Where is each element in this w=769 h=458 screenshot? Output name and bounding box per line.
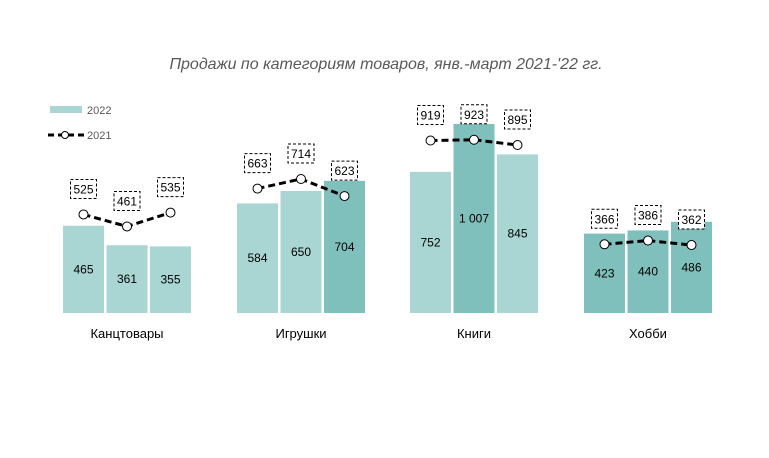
category-label: Хобби bbox=[629, 326, 667, 341]
category-label: Книги bbox=[457, 326, 491, 341]
point-label: 386 bbox=[638, 209, 658, 223]
bar-label: 845 bbox=[507, 227, 527, 241]
bar-2022 bbox=[410, 171, 451, 313]
point-label: 366 bbox=[594, 212, 614, 226]
point-label-box bbox=[591, 208, 618, 229]
point-2021 bbox=[512, 140, 523, 151]
chart-title: Продажи по категориям товаров, янв.-март… bbox=[169, 56, 602, 73]
bar-2022 bbox=[280, 191, 322, 313]
point-2021 bbox=[296, 173, 306, 184]
point-label: 362 bbox=[681, 213, 701, 227]
bar-label: 704 bbox=[334, 240, 354, 254]
point-2021 bbox=[339, 191, 350, 202]
point-2021 bbox=[425, 135, 436, 146]
point-label: 663 bbox=[247, 157, 267, 171]
point-label-box bbox=[287, 143, 315, 164]
bar-label: 486 bbox=[681, 260, 701, 274]
point-2021 bbox=[643, 235, 653, 246]
point-label-box bbox=[244, 153, 271, 174]
bar-2022 bbox=[453, 124, 495, 313]
bar-2022 bbox=[324, 180, 365, 313]
bar-label: 355 bbox=[160, 273, 180, 287]
bar-2022 bbox=[497, 154, 538, 313]
category-label: Канцтовары bbox=[90, 326, 163, 341]
bar-label: 752 bbox=[420, 235, 440, 249]
bar-label: 361 bbox=[117, 272, 137, 286]
point-label: 525 bbox=[73, 182, 93, 196]
bar-2022 bbox=[671, 221, 712, 313]
bar-label: 584 bbox=[247, 251, 267, 265]
point-label-box bbox=[678, 209, 705, 230]
point-label-box bbox=[460, 104, 488, 125]
legend-marker-2021 bbox=[61, 131, 69, 139]
point-label: 623 bbox=[334, 164, 354, 178]
point-label: 919 bbox=[420, 109, 440, 123]
bar-2022 bbox=[237, 203, 278, 313]
bar-label: 423 bbox=[594, 266, 614, 280]
point-2021 bbox=[165, 207, 176, 218]
line-2021 bbox=[430, 138, 518, 147]
category-label: Игрушки bbox=[275, 326, 326, 341]
point-label-box bbox=[331, 160, 358, 181]
point-label: 895 bbox=[507, 113, 527, 127]
bar-2022 bbox=[150, 246, 191, 313]
bar-2022 bbox=[106, 245, 148, 313]
point-label: 714 bbox=[291, 147, 311, 161]
legend: 2022 2021 bbox=[48, 105, 111, 142]
point-2021 bbox=[686, 240, 697, 251]
point-2021 bbox=[252, 183, 263, 194]
point-label: 461 bbox=[117, 194, 137, 208]
point-label-box bbox=[113, 190, 141, 211]
point-label-box bbox=[504, 109, 531, 130]
bar-label: 465 bbox=[73, 262, 93, 276]
bar-label: 440 bbox=[638, 265, 658, 279]
point-label: 923 bbox=[464, 108, 484, 122]
bar-label: 650 bbox=[291, 245, 311, 259]
point-label-box bbox=[634, 205, 662, 226]
point-label-box bbox=[70, 178, 97, 199]
point-2021 bbox=[599, 239, 610, 250]
bar-2022 bbox=[63, 225, 104, 313]
legend-label-2022: 2022 bbox=[87, 105, 111, 117]
point-label: 535 bbox=[160, 181, 180, 195]
point-2021 bbox=[122, 221, 132, 232]
point-2021 bbox=[78, 209, 89, 220]
bar-label: 1 007 bbox=[459, 212, 489, 226]
legend-label-2021: 2021 bbox=[87, 130, 111, 142]
point-label-box bbox=[157, 177, 184, 198]
line-2021 bbox=[604, 239, 692, 247]
point-2021 bbox=[469, 134, 479, 145]
point-label-box bbox=[417, 105, 444, 126]
legend-swatch-2022 bbox=[50, 106, 82, 113]
